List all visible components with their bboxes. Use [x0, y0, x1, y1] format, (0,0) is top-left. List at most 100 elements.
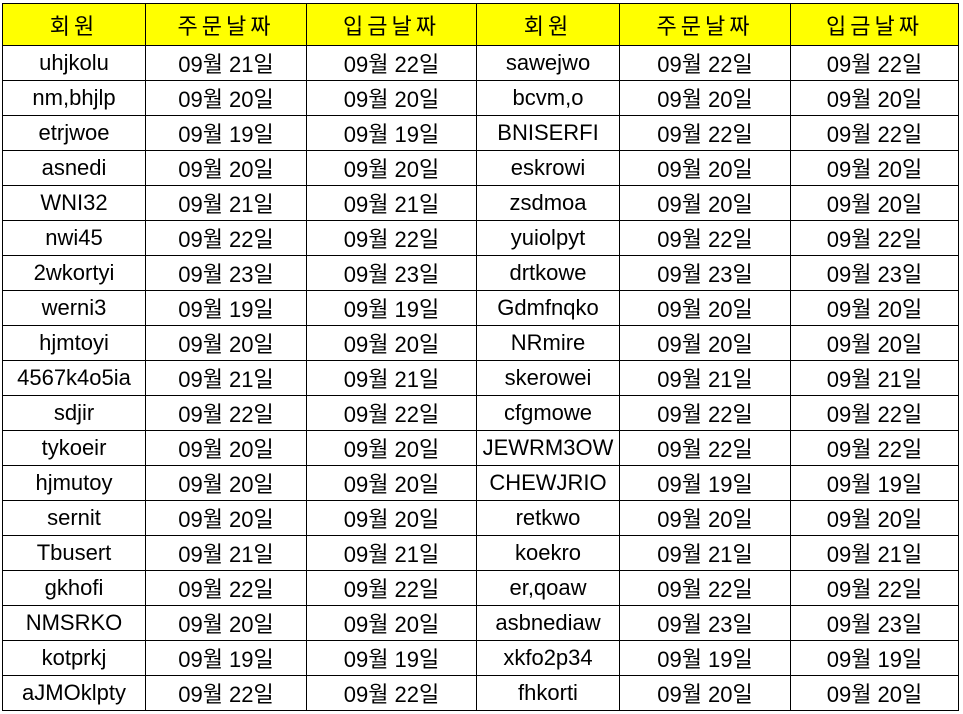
deposit-date-cell[interactable]: 09월 23일	[306, 255, 477, 291]
deposit-date-cell[interactable]: 09월 20일	[790, 150, 959, 186]
member-cell[interactable]: skerowei	[476, 360, 620, 396]
order-date-cell[interactable]: 09월 20일	[619, 675, 791, 711]
member-cell[interactable]: nm,bhjlp	[2, 80, 146, 116]
order-date-cell[interactable]: 09월 21일	[619, 360, 791, 396]
order-date-cell[interactable]: 09월 20일	[619, 500, 791, 536]
order-date-cell[interactable]: 09월 20일	[145, 605, 307, 641]
order-date-cell[interactable]: 09월 20일	[619, 150, 791, 186]
deposit-date-cell[interactable]: 09월 22일	[306, 220, 477, 256]
order-date-cell[interactable]: 09월 23일	[619, 255, 791, 291]
deposit-date-cell[interactable]: 09월 23일	[790, 255, 959, 291]
deposit-date-cell[interactable]: 09월 20일	[306, 325, 477, 361]
order-date-cell[interactable]: 09월 22일	[619, 570, 791, 606]
order-date-cell[interactable]: 09월 20일	[145, 430, 307, 466]
member-cell[interactable]: Gdmfnqko	[476, 290, 620, 326]
deposit-date-cell[interactable]: 09월 20일	[790, 185, 959, 221]
member-cell[interactable]: er,qoaw	[476, 570, 620, 606]
order-date-cell[interactable]: 09월 20일	[145, 150, 307, 186]
member-cell[interactable]: asbnediaw	[476, 605, 620, 641]
deposit-date-cell[interactable]: 09월 21일	[790, 535, 959, 571]
member-cell[interactable]: werni3	[2, 290, 146, 326]
deposit-date-cell[interactable]: 09월 21일	[306, 185, 477, 221]
order-date-cell[interactable]: 09월 20일	[145, 325, 307, 361]
order-date-cell[interactable]: 09월 19일	[145, 290, 307, 326]
order-date-cell[interactable]: 09월 21일	[145, 360, 307, 396]
member-cell[interactable]: asnedi	[2, 150, 146, 186]
deposit-date-cell[interactable]: 09월 20일	[790, 675, 959, 711]
order-date-cell[interactable]: 09월 22일	[619, 220, 791, 256]
deposit-date-cell[interactable]: 09월 20일	[790, 80, 959, 116]
member-cell[interactable]: NMSRKO	[2, 605, 146, 641]
order-date-cell[interactable]: 09월 22일	[619, 430, 791, 466]
deposit-date-cell[interactable]: 09월 19일	[306, 290, 477, 326]
deposit-date-cell[interactable]: 09월 21일	[306, 535, 477, 571]
order-date-cell[interactable]: 09월 19일	[145, 115, 307, 151]
deposit-date-cell[interactable]: 09월 20일	[306, 150, 477, 186]
member-cell[interactable]: nwi45	[2, 220, 146, 256]
member-cell[interactable]: koekro	[476, 535, 620, 571]
header-deposit-date[interactable]: 입금날짜	[306, 3, 477, 46]
order-date-cell[interactable]: 09월 22일	[145, 395, 307, 431]
deposit-date-cell[interactable]: 09월 22일	[790, 430, 959, 466]
deposit-date-cell[interactable]: 09월 20일	[306, 80, 477, 116]
deposit-date-cell[interactable]: 09월 22일	[790, 45, 959, 81]
order-date-cell[interactable]: 09월 20일	[145, 500, 307, 536]
order-date-cell[interactable]: 09월 21일	[619, 535, 791, 571]
order-date-cell[interactable]: 09월 22일	[145, 675, 307, 711]
deposit-date-cell[interactable]: 09월 22일	[790, 395, 959, 431]
member-cell[interactable]: bcvm,o	[476, 80, 620, 116]
order-date-cell[interactable]: 09월 22일	[619, 115, 791, 151]
member-cell[interactable]: retkwo	[476, 500, 620, 536]
order-date-cell[interactable]: 09월 21일	[145, 535, 307, 571]
member-cell[interactable]: uhjkolu	[2, 45, 146, 81]
deposit-date-cell[interactable]: 09월 20일	[306, 465, 477, 501]
deposit-date-cell[interactable]: 09월 20일	[306, 605, 477, 641]
member-cell[interactable]: BNISERFI	[476, 115, 620, 151]
header-deposit-date-2[interactable]: 입금날짜	[790, 3, 959, 46]
member-cell[interactable]: CHEWJRIO	[476, 465, 620, 501]
member-cell[interactable]: sdjir	[2, 395, 146, 431]
member-cell[interactable]: 4567k4o5ia	[2, 360, 146, 396]
deposit-date-cell[interactable]: 09월 20일	[790, 500, 959, 536]
deposit-date-cell[interactable]: 09월 23일	[790, 605, 959, 641]
member-cell[interactable]: aJMOklpty	[2, 675, 146, 711]
deposit-date-cell[interactable]: 09월 19일	[306, 115, 477, 151]
deposit-date-cell[interactable]: 09월 20일	[306, 500, 477, 536]
member-cell[interactable]: hjmutoy	[2, 465, 146, 501]
deposit-date-cell[interactable]: 09월 22일	[790, 115, 959, 151]
header-order-date-2[interactable]: 주문날짜	[619, 3, 791, 46]
member-cell[interactable]: yuiolpyt	[476, 220, 620, 256]
member-cell[interactable]: sawejwo	[476, 45, 620, 81]
order-date-cell[interactable]: 09월 20일	[619, 290, 791, 326]
header-member-2[interactable]: 회원	[476, 3, 620, 46]
member-cell[interactable]: cfgmowe	[476, 395, 620, 431]
deposit-date-cell[interactable]: 09월 20일	[306, 430, 477, 466]
deposit-date-cell[interactable]: 09월 22일	[790, 570, 959, 606]
order-date-cell[interactable]: 09월 22일	[145, 220, 307, 256]
member-cell[interactable]: NRmire	[476, 325, 620, 361]
order-date-cell[interactable]: 09월 22일	[145, 570, 307, 606]
member-cell[interactable]: kotprkj	[2, 640, 146, 676]
deposit-date-cell[interactable]: 09월 22일	[306, 45, 477, 81]
member-cell[interactable]: zsdmoa	[476, 185, 620, 221]
deposit-date-cell[interactable]: 09월 20일	[790, 290, 959, 326]
deposit-date-cell[interactable]: 09월 22일	[306, 395, 477, 431]
deposit-date-cell[interactable]: 09월 20일	[790, 325, 959, 361]
member-cell[interactable]: sernit	[2, 500, 146, 536]
order-date-cell[interactable]: 09월 20일	[619, 325, 791, 361]
order-date-cell[interactable]: 09월 21일	[145, 185, 307, 221]
header-member[interactable]: 회원	[2, 3, 146, 46]
deposit-date-cell[interactable]: 09월 21일	[790, 360, 959, 396]
order-date-cell[interactable]: 09월 19일	[145, 640, 307, 676]
header-order-date[interactable]: 주문날짜	[145, 3, 307, 46]
order-date-cell[interactable]: 09월 23일	[619, 605, 791, 641]
member-cell[interactable]: drtkowe	[476, 255, 620, 291]
order-date-cell[interactable]: 09월 21일	[145, 45, 307, 81]
member-cell[interactable]: Tbusert	[2, 535, 146, 571]
order-date-cell[interactable]: 09월 22일	[619, 45, 791, 81]
order-date-cell[interactable]: 09월 20일	[145, 80, 307, 116]
member-cell[interactable]: fhkorti	[476, 675, 620, 711]
order-date-cell[interactable]: 09월 20일	[619, 80, 791, 116]
order-date-cell[interactable]: 09월 22일	[619, 395, 791, 431]
member-cell[interactable]: tykoeir	[2, 430, 146, 466]
